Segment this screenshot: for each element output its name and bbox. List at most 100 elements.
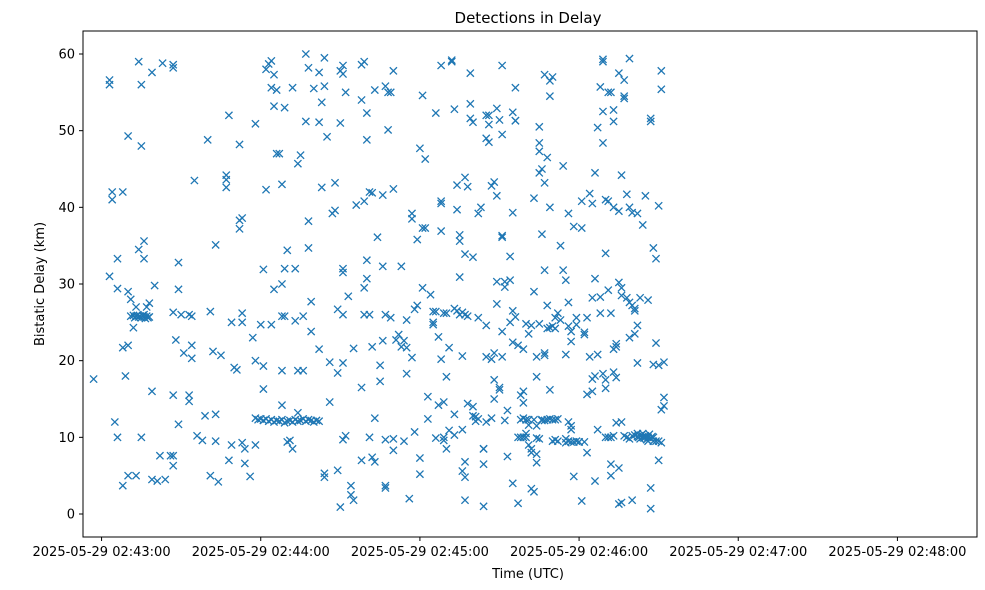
data-point — [651, 338, 661, 348]
data-point — [439, 398, 448, 407]
data-point — [235, 224, 244, 233]
data-point — [105, 80, 114, 89]
data-point — [638, 220, 647, 230]
data-point — [418, 283, 427, 292]
data-point — [224, 111, 233, 120]
data-point — [498, 233, 507, 242]
data-point — [145, 312, 154, 322]
data-point — [304, 63, 313, 72]
data-point — [325, 398, 334, 407]
data-point — [338, 69, 348, 78]
data-point — [492, 104, 501, 113]
y-tick-label: 10 — [58, 431, 75, 446]
data-point — [524, 440, 533, 450]
data-point — [529, 487, 539, 496]
data-point — [633, 209, 642, 218]
data-point — [296, 151, 305, 160]
data-point — [415, 144, 424, 153]
data-point — [315, 68, 324, 77]
data-point — [609, 431, 618, 440]
data-point — [567, 327, 576, 336]
data-point — [131, 302, 141, 312]
data-point — [277, 366, 287, 375]
data-point — [174, 285, 183, 294]
data-point — [421, 154, 430, 164]
data-point — [659, 401, 669, 410]
data-point — [498, 130, 507, 139]
data-point — [498, 61, 507, 70]
data-point — [521, 429, 531, 438]
data-point — [580, 328, 589, 337]
data-point — [320, 82, 329, 91]
data-point — [315, 118, 324, 127]
data-point — [447, 57, 456, 66]
data-point — [320, 53, 329, 62]
data-point — [596, 82, 605, 92]
data-point — [519, 398, 528, 407]
data-point — [261, 65, 271, 74]
data-point — [113, 254, 122, 263]
data-point — [569, 222, 578, 231]
y-axis-label: Bistatic Delay (km) — [33, 222, 48, 346]
data-point — [540, 348, 549, 358]
data-point — [330, 178, 340, 187]
data-point — [508, 306, 517, 315]
data-point — [338, 264, 348, 273]
data-point — [227, 318, 236, 327]
data-point — [288, 444, 297, 453]
data-point — [633, 358, 642, 368]
data-point — [222, 171, 231, 180]
data-point — [519, 387, 528, 396]
data-point — [580, 437, 589, 446]
data-point — [246, 472, 255, 481]
data-point — [572, 313, 581, 322]
data-point — [654, 456, 663, 465]
data-point — [238, 438, 247, 447]
data-point — [545, 92, 554, 101]
data-point — [360, 197, 369, 206]
data-point — [206, 307, 215, 316]
y-axis: 0 10 20 30 40 50 60 — [58, 48, 83, 523]
data-point — [437, 197, 446, 206]
data-point — [524, 329, 533, 338]
data-point — [532, 352, 541, 361]
data-point — [150, 281, 159, 290]
data-point — [362, 256, 371, 265]
data-point — [455, 273, 464, 282]
data-point — [320, 469, 329, 478]
data-point — [429, 307, 438, 316]
data-point — [593, 350, 602, 359]
data-point — [482, 134, 491, 143]
data-point — [131, 471, 141, 480]
data-point — [121, 371, 130, 381]
data-point — [280, 312, 289, 321]
data-point — [460, 250, 470, 259]
data-point — [277, 401, 287, 410]
data-point — [628, 496, 637, 505]
data-point — [468, 118, 478, 127]
data-point — [187, 354, 196, 363]
data-point — [450, 430, 459, 440]
data-point — [490, 394, 499, 404]
data-point — [614, 207, 623, 216]
data-point — [307, 327, 316, 336]
data-point — [617, 283, 626, 292]
data-point — [124, 131, 133, 141]
data-point — [556, 315, 565, 325]
data-point — [609, 368, 618, 377]
data-point — [275, 149, 284, 158]
data-point — [479, 460, 488, 469]
data-point — [657, 66, 666, 75]
data-point — [540, 178, 549, 187]
data-point — [267, 320, 276, 329]
chart-title: Detections in Delay — [455, 9, 602, 27]
data-point — [498, 327, 507, 336]
data-point — [407, 214, 417, 223]
data-point — [532, 372, 541, 381]
data-point — [559, 161, 568, 170]
data-point — [588, 387, 597, 396]
data-point — [593, 123, 602, 132]
x-tick-label: 2025-05-29 02:45:00 — [351, 545, 489, 560]
data-point — [495, 385, 504, 394]
data-point — [614, 69, 623, 78]
